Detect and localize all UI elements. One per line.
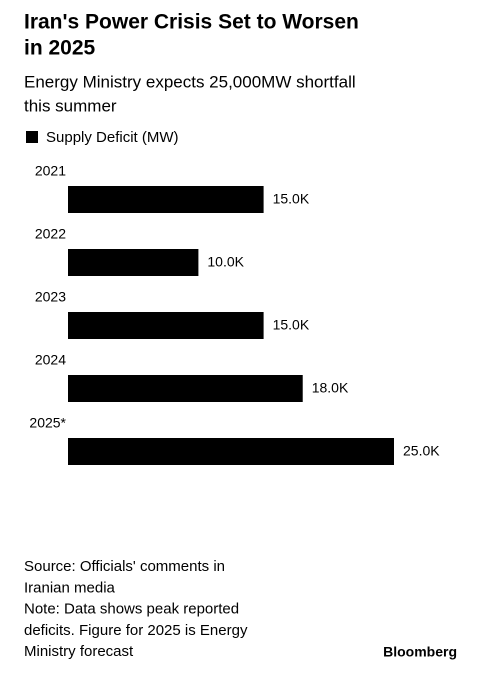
category-label: 2021 (35, 163, 66, 179)
bar (68, 438, 394, 465)
footnote: Ministry forecast (24, 643, 134, 660)
category-label: 2023 (35, 289, 66, 305)
legend-swatch (26, 131, 38, 143)
legend-label: Supply Deficit (MW) (46, 129, 179, 146)
bar (68, 312, 264, 339)
source-note: Source: Officials' comments in (24, 558, 225, 575)
source-note: Iranian media (24, 579, 116, 596)
value-label: 25.0K (403, 443, 440, 459)
value-label: 15.0K (273, 317, 310, 333)
footnote: deficits. Figure for 2025 is Energy (24, 622, 248, 639)
chart-subtitle: this summer (24, 96, 117, 115)
chart-title: in 2025 (24, 37, 96, 60)
bar (68, 375, 303, 402)
category-label: 2024 (35, 352, 66, 368)
chart-subtitle: Energy Ministry expects 25,000MW shortfa… (24, 72, 356, 91)
value-label: 18.0K (312, 380, 349, 396)
category-label: 2025* (29, 415, 66, 431)
category-label: 2022 (35, 226, 66, 242)
value-label: 10.0K (207, 254, 244, 270)
value-label: 15.0K (273, 191, 310, 207)
footnote: Note: Data shows peak reported (24, 601, 239, 618)
chart-title: Iran's Power Crisis Set to Worsen (24, 11, 359, 34)
bar (68, 186, 264, 213)
bar (68, 249, 199, 276)
credit: Bloomberg (383, 644, 457, 660)
